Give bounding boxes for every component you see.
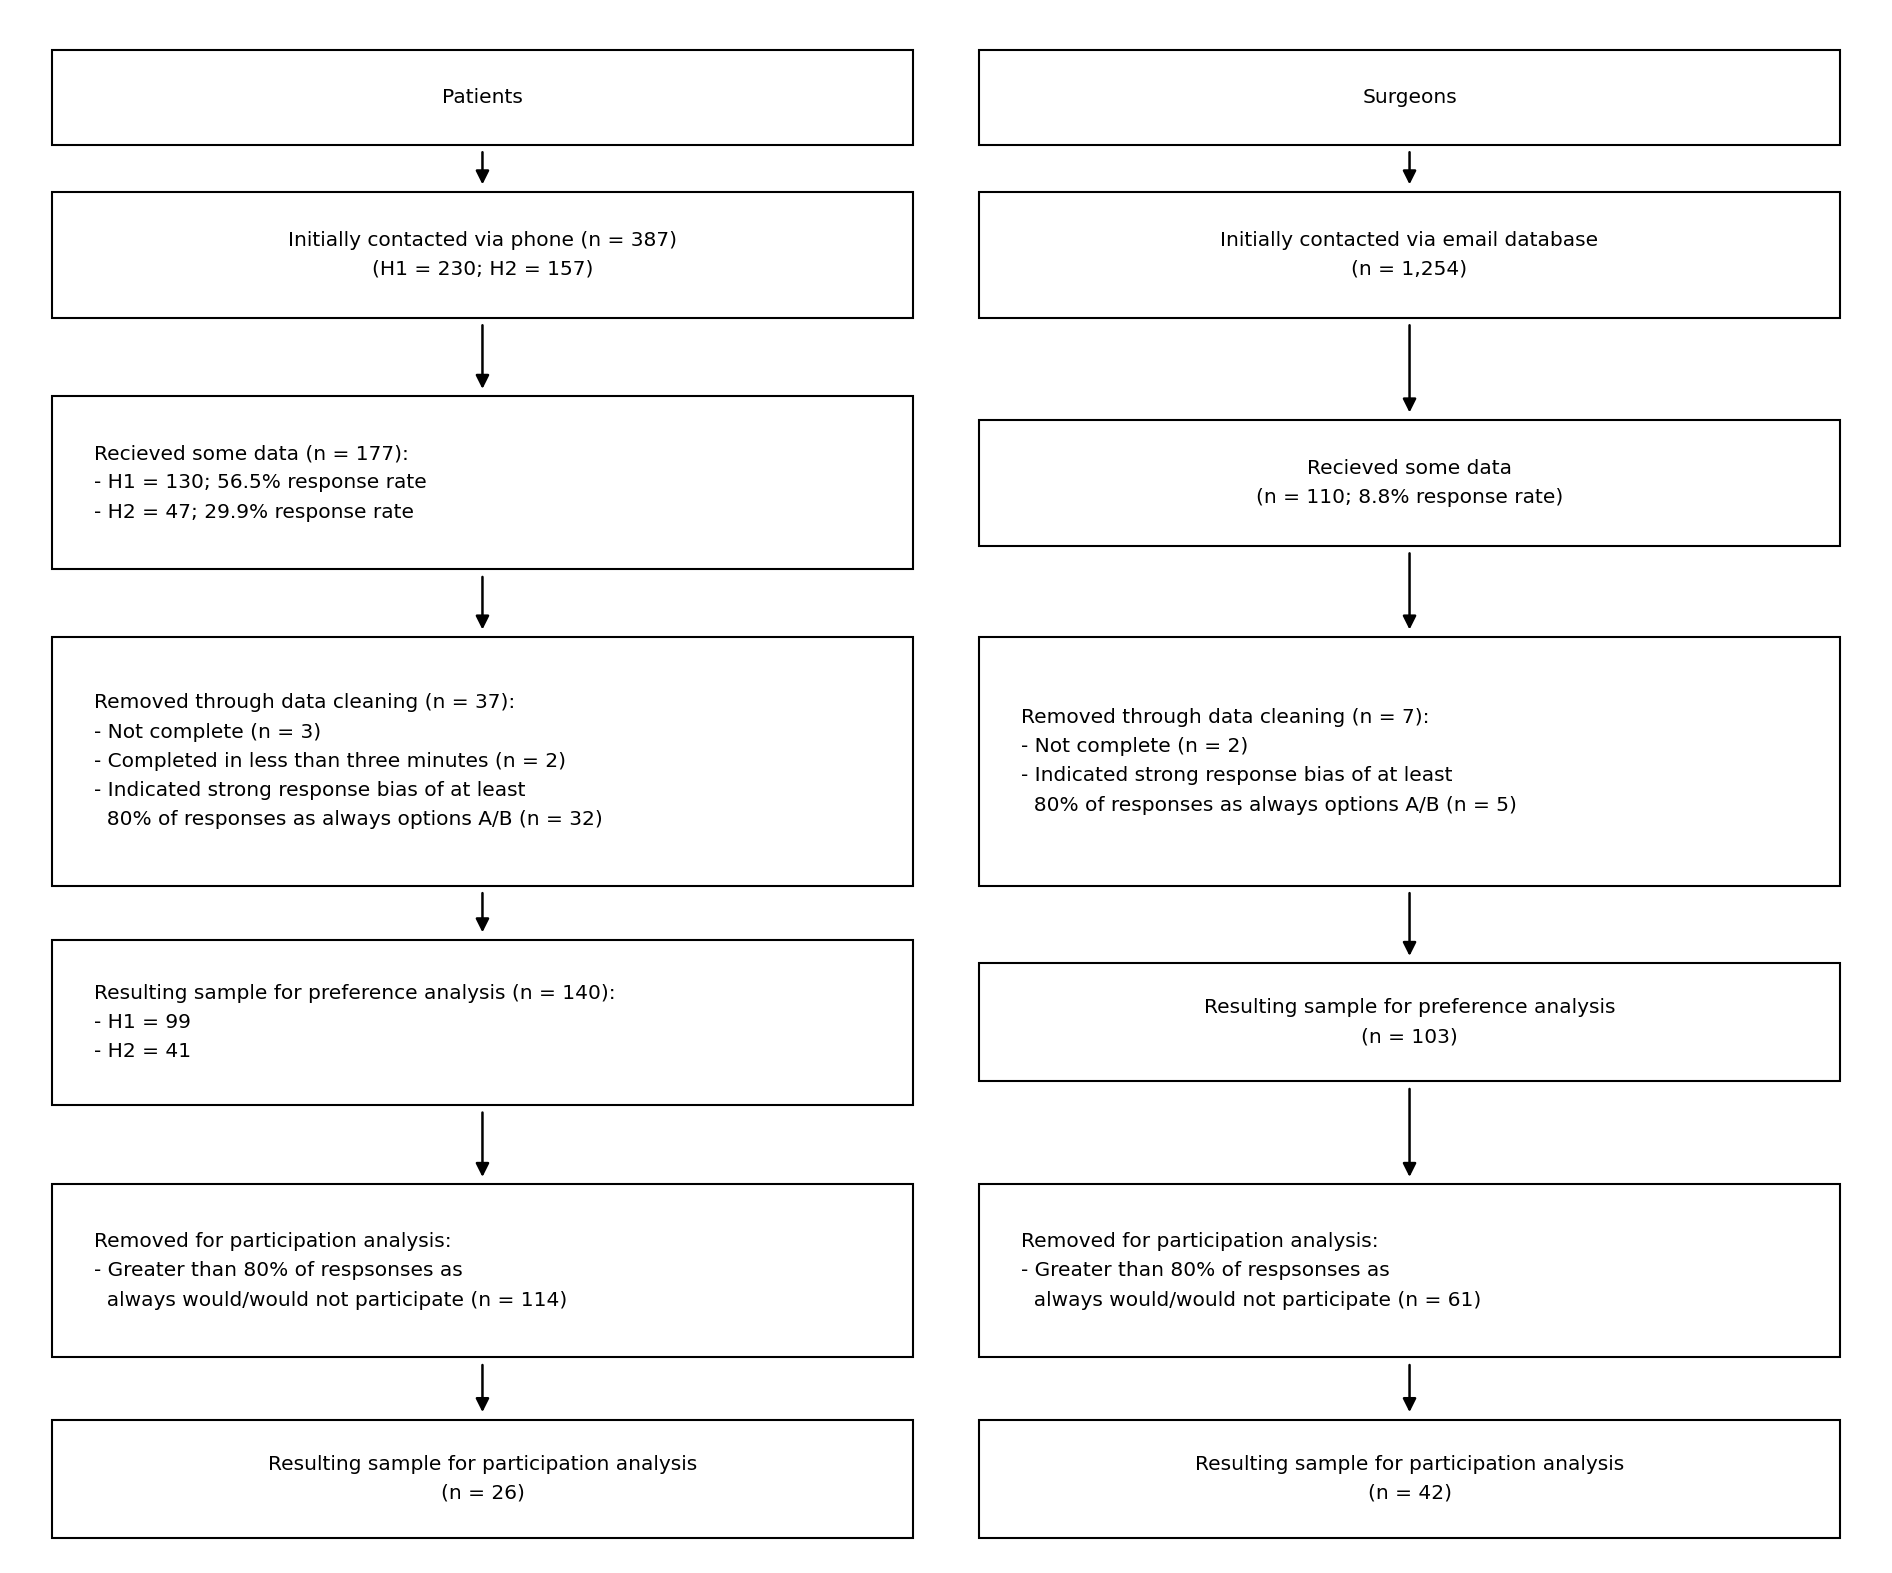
- Text: - H2 = 41: - H2 = 41: [93, 1043, 191, 1062]
- Text: Resulting sample for participation analysis: Resulting sample for participation analy…: [1196, 1455, 1623, 1474]
- Text: Resulting sample for participation analysis: Resulting sample for participation analy…: [269, 1455, 696, 1474]
- FancyBboxPatch shape: [51, 1419, 914, 1538]
- Text: (n = 103): (n = 103): [1360, 1027, 1459, 1046]
- Text: - Greater than 80% of respsonses as: - Greater than 80% of respsonses as: [1022, 1262, 1389, 1280]
- FancyBboxPatch shape: [51, 50, 914, 145]
- Text: (n = 110; 8.8% response rate): (n = 110; 8.8% response rate): [1256, 488, 1563, 507]
- FancyBboxPatch shape: [980, 192, 1839, 318]
- Text: Removed for participation analysis:: Removed for participation analysis:: [93, 1232, 452, 1251]
- Text: - Not complete (n = 2): - Not complete (n = 2): [1022, 738, 1249, 757]
- Text: Initially contacted via email database: Initially contacted via email database: [1220, 231, 1599, 250]
- FancyBboxPatch shape: [980, 50, 1839, 145]
- Text: (n = 42): (n = 42): [1368, 1483, 1451, 1502]
- Text: Resulting sample for preference analysis (n = 140):: Resulting sample for preference analysis…: [93, 983, 615, 1002]
- Text: Recieved some data (n = 177):: Recieved some data (n = 177):: [93, 444, 409, 462]
- Text: Removed through data cleaning (n = 37):: Removed through data cleaning (n = 37):: [93, 694, 515, 713]
- FancyBboxPatch shape: [980, 637, 1839, 886]
- Text: (n = 26): (n = 26): [441, 1483, 524, 1502]
- Text: Recieved some data: Recieved some data: [1307, 459, 1512, 478]
- Text: 80% of responses as always options A/B (n = 5): 80% of responses as always options A/B (…: [1022, 796, 1517, 815]
- FancyBboxPatch shape: [51, 637, 914, 886]
- FancyBboxPatch shape: [980, 1419, 1839, 1538]
- Text: 80% of responses as always options A/B (n = 32): 80% of responses as always options A/B (…: [93, 810, 602, 829]
- Text: - Indicated strong response bias of at least: - Indicated strong response bias of at l…: [93, 782, 526, 801]
- Text: Removed through data cleaning (n = 7):: Removed through data cleaning (n = 7):: [1022, 708, 1428, 727]
- FancyBboxPatch shape: [51, 192, 914, 318]
- FancyBboxPatch shape: [51, 941, 914, 1104]
- Text: - Not complete (n = 3): - Not complete (n = 3): [93, 722, 322, 741]
- Text: (H1 = 230; H2 = 157): (H1 = 230; H2 = 157): [371, 260, 594, 278]
- FancyBboxPatch shape: [980, 1184, 1839, 1357]
- Text: Resulting sample for preference analysis: Resulting sample for preference analysis: [1203, 999, 1616, 1018]
- Text: - Greater than 80% of respsonses as: - Greater than 80% of respsonses as: [93, 1262, 462, 1280]
- FancyBboxPatch shape: [980, 963, 1839, 1082]
- Text: Patients: Patients: [443, 88, 522, 107]
- FancyBboxPatch shape: [51, 1184, 914, 1357]
- Text: Removed for participation analysis:: Removed for participation analysis:: [1022, 1232, 1379, 1251]
- Text: Surgeons: Surgeons: [1362, 88, 1457, 107]
- Text: always would/would not participate (n = 114): always would/would not participate (n = …: [93, 1291, 568, 1310]
- Text: (n = 1,254): (n = 1,254): [1351, 260, 1468, 278]
- Text: always would/would not participate (n = 61): always would/would not participate (n = …: [1022, 1291, 1481, 1310]
- FancyBboxPatch shape: [51, 396, 914, 569]
- Text: Initially contacted via phone (n = 387): Initially contacted via phone (n = 387): [288, 231, 677, 250]
- Text: - H1 = 99: - H1 = 99: [93, 1013, 191, 1032]
- Text: - Completed in less than three minutes (n = 2): - Completed in less than three minutes (…: [93, 752, 566, 771]
- Text: - Indicated strong response bias of at least: - Indicated strong response bias of at l…: [1022, 766, 1453, 785]
- Text: - H1 = 130; 56.5% response rate: - H1 = 130; 56.5% response rate: [93, 473, 426, 492]
- Text: - H2 = 47; 29.9% response rate: - H2 = 47; 29.9% response rate: [93, 503, 414, 522]
- FancyBboxPatch shape: [980, 420, 1839, 546]
